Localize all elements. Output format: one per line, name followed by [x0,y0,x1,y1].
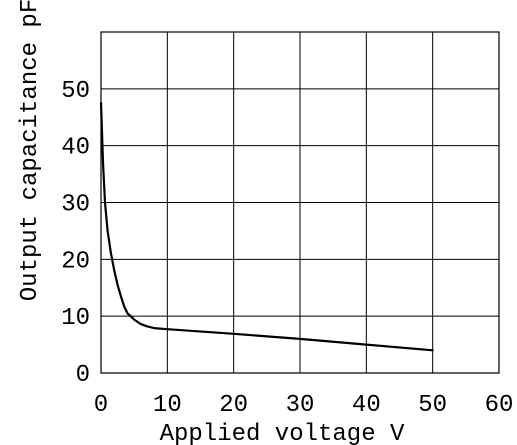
x-tick-label: 60 [485,392,514,419]
y-tick-label: 10 [61,305,90,332]
capacitance-curve [99,101,434,352]
x-tick-label: 20 [219,392,248,419]
x-tick-label: 10 [153,392,182,419]
x-tick-label: 40 [352,392,381,419]
y-axis-label: Output capacitance pF [17,0,44,301]
grid [100,31,500,374]
series-layer [99,101,434,352]
x-tick-label: 0 [94,392,108,419]
y-tick-label: 0 [76,362,90,389]
y-tick-label: 30 [61,192,90,219]
x-tick-label: 50 [418,392,447,419]
x-tick-label: 30 [286,392,315,419]
tick-labels: 0 10 20 30 40 50 60 0 10 20 30 40 50 [61,78,513,419]
y-tick-label: 50 [61,78,90,105]
x-axis-label: Applied voltage V [160,421,405,445]
y-tick-label: 40 [61,135,90,162]
y-tick-label: 20 [61,248,90,275]
